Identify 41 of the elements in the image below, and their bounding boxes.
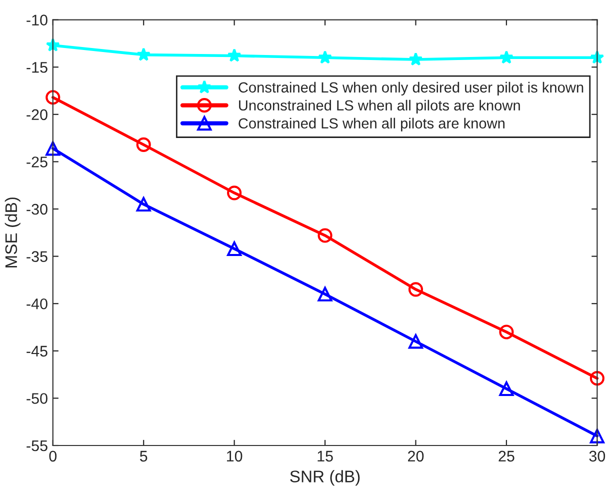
point [499,50,514,64]
point [227,241,242,256]
point [318,286,332,302]
y-tick-label: -30 [26,204,48,215]
point [408,282,424,297]
point [408,334,424,349]
y-tick-label: -35 [26,251,48,262]
y-tick-label: -45 [26,346,48,357]
point [46,141,60,156]
point [590,428,604,444]
y-axis-title: MSE (dB) [4,198,20,268]
y-tick-label: -20 [26,109,48,120]
point [318,228,332,243]
point [136,137,151,152]
point [136,196,151,212]
x-tick-label: 5 [140,450,148,462]
point [499,324,514,340]
point [318,50,332,64]
point [227,48,242,62]
x-axis-title: SNR (dB) [290,470,360,486]
y-tick-label: -25 [26,156,48,168]
legend-label: Unconstrained LS when all pilots are known [239,100,520,114]
y-tick-label: -10 [26,14,48,26]
point [499,381,514,396]
x-tick-label: 15 [318,450,333,462]
y-tick-label: -50 [26,393,48,404]
point [590,371,604,386]
x-tick-label: 20 [408,450,424,462]
y-tick-label: -40 [26,298,48,310]
legend-label: Constrained LS when all pilots are known [238,118,504,132]
y-tick-label: -15 [26,62,48,73]
point [227,186,242,200]
x-tick-label: 10 [226,450,242,462]
x-tick-label: 0 [49,450,57,462]
legend-label: Constrained LS when only desired user pilot is known [238,82,584,96]
point [46,90,60,105]
y-tick-label: -55 [26,440,48,452]
point [408,52,423,66]
point [136,48,151,61]
x-tick-label: 25 [498,450,514,462]
x-tick-label: 30 [589,450,606,462]
